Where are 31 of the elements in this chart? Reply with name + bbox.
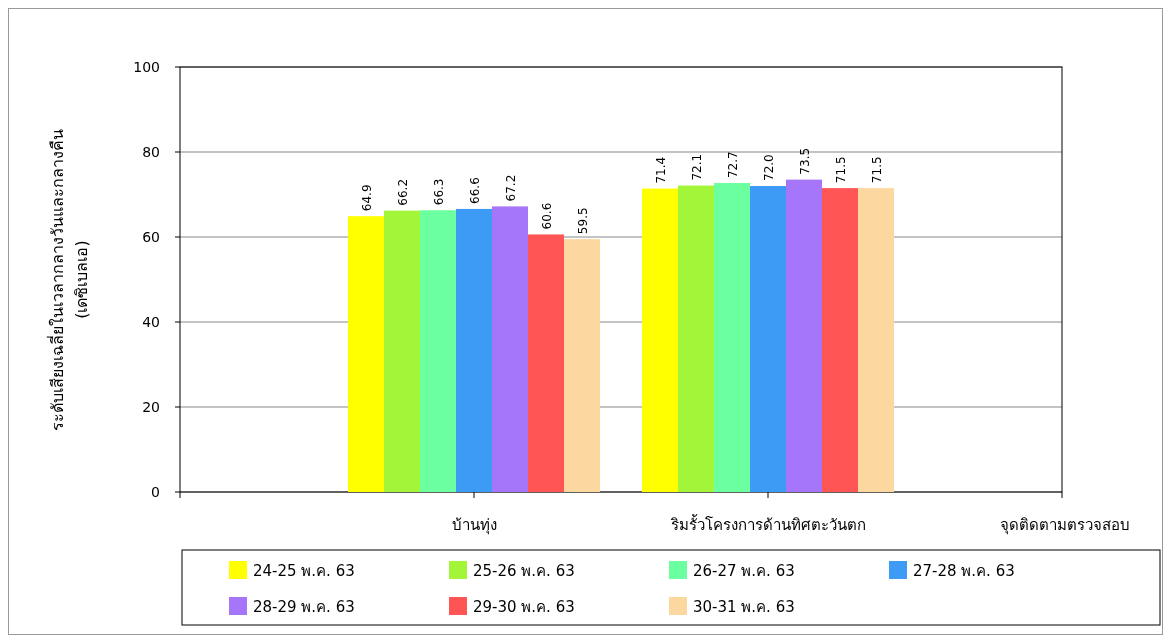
y-tick-label: 60 [142,229,160,245]
y-tick-label: 80 [142,144,160,160]
data-label: 67.2 [504,174,518,202]
legend-label: 27-28 พ.ค. 63 [913,562,1015,580]
x-axis-title: จุดติดตามตรวจสอบ [1000,516,1130,535]
data-label: 72.0 [762,154,776,181]
y-tick-label: 40 [142,314,160,330]
y-tick-label: 100 [133,59,160,75]
legend-label: 29-30 พ.ค. 63 [473,598,575,616]
data-label: 72.1 [690,153,704,181]
data-label: 64.9 [360,184,374,212]
data-label: 73.5 [798,147,812,175]
data-label: 66.6 [468,177,482,204]
legend-label: 26-27 พ.ค. 63 [693,562,795,580]
data-label: 71.5 [834,156,848,184]
x-tick-label: ริมรั้วโครงการด้านทิศตะวันตก [669,514,866,534]
data-label: 66.3 [432,178,446,206]
y-tick-label: 0 [151,484,160,500]
x-tick-label: บ้านทุ่ง [451,516,497,535]
data-label: 66.2 [396,178,410,206]
legend-label: 28-29 พ.ค. 63 [253,598,355,616]
legend-label: 25-26 พ.ค. 63 [473,562,575,580]
data-label: 72.7 [726,151,740,179]
legend-label: 24-25 พ.ค. 63 [253,562,355,580]
y-tick-label: 20 [142,399,160,415]
y-axis-title: ระดับเสียงเฉลี่ยในเวลากลางวันและกลางคืน (เดซิเบลเอ) [46,128,91,431]
data-label: 71.4 [654,156,668,184]
legend-label: 30-31 พ.ค. 63 [693,598,795,616]
data-label: 59.5 [576,207,590,235]
data-label: 60.6 [540,202,554,230]
data-label: 71.5 [870,156,884,184]
